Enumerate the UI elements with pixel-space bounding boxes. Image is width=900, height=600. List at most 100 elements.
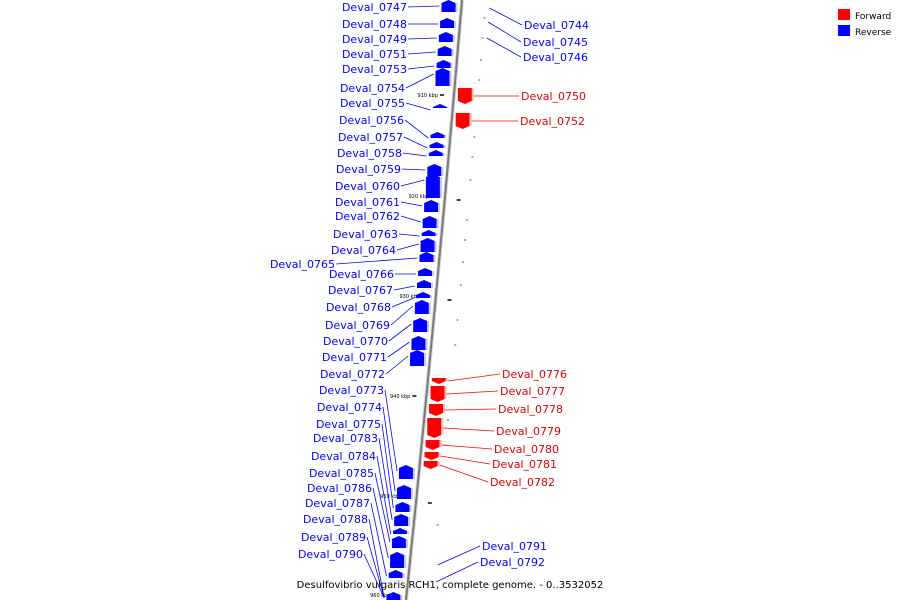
gene-label-deval_0761[interactable]: Deval_0761 bbox=[335, 196, 400, 209]
gene-label-deval_0762[interactable]: Deval_0762 bbox=[335, 210, 400, 223]
leader-line bbox=[403, 136, 428, 149]
gene-label-deval_0756[interactable]: Deval_0756 bbox=[339, 114, 404, 127]
gene-label-deval_0751[interactable]: Deval_0751 bbox=[342, 48, 407, 61]
gene-label-deval_0764[interactable]: Deval_0764 bbox=[331, 244, 396, 257]
leader-line bbox=[489, 7, 523, 26]
gene-label-deval_0776[interactable]: Deval_0776 bbox=[502, 368, 567, 381]
leader-line bbox=[400, 215, 421, 223]
reverse-gene-arrow bbox=[438, 32, 455, 42]
leader-line bbox=[378, 437, 393, 521]
reverse-gene-arrow bbox=[437, 46, 454, 56]
reverse-gene-arrow bbox=[422, 216, 439, 228]
gene-label-deval_0750[interactable]: Deval_0750 bbox=[521, 90, 586, 103]
leader-line bbox=[387, 341, 410, 358]
tick-label: 910 kbp bbox=[418, 93, 438, 99]
gene-label-deval_0773[interactable]: Deval_0773 bbox=[319, 384, 384, 397]
gene-label-deval_0788[interactable]: Deval_0788 bbox=[303, 513, 368, 526]
forward-gene-arrow bbox=[427, 418, 444, 438]
gene-label-deval_0783[interactable]: Deval_0783 bbox=[313, 432, 378, 445]
gene-label-deval_0791[interactable]: Deval_0791 bbox=[482, 540, 547, 553]
gene-label-deval_0759[interactable]: Deval_0759 bbox=[336, 163, 401, 176]
gene-label-deval_0766[interactable]: Deval_0766 bbox=[329, 268, 394, 281]
leader-line bbox=[391, 297, 414, 308]
reverse-gene-arrow bbox=[396, 485, 413, 499]
gene-label-deval_0778[interactable]: Deval_0778 bbox=[498, 403, 563, 416]
gene-label-deval_0745[interactable]: Deval_0745 bbox=[523, 36, 588, 49]
legend-reverse-label: Reverse bbox=[855, 28, 892, 38]
leader-line bbox=[401, 168, 426, 171]
gene-label-deval_0789[interactable]: Deval_0789 bbox=[301, 531, 366, 544]
leader-line bbox=[381, 423, 394, 509]
tick-label: 930 kbp bbox=[399, 294, 419, 300]
gene-label-deval_0774[interactable]: Deval_0774 bbox=[317, 401, 382, 414]
gene-label-deval_0784[interactable]: Deval_0784 bbox=[311, 450, 376, 463]
reverse-gene-arrow bbox=[428, 150, 445, 156]
forward-gene-arrow bbox=[431, 378, 448, 384]
reverse-gene-arrow bbox=[418, 268, 435, 276]
gene-label-deval_0747[interactable]: Deval_0747 bbox=[342, 1, 407, 14]
gene-label-deval_0748[interactable]: Deval_0748 bbox=[342, 18, 407, 31]
gene-label-deval_0782[interactable]: Deval_0782 bbox=[490, 476, 555, 489]
gene-label-deval_0765[interactable]: Deval_0765 bbox=[270, 258, 335, 271]
leader-line bbox=[404, 119, 429, 139]
leader-line bbox=[374, 472, 391, 543]
gene-label-deval_0786[interactable]: Deval_0786 bbox=[307, 482, 372, 495]
forward-gene-arrow bbox=[429, 404, 446, 416]
gene-label-deval_0790[interactable]: Deval_0790 bbox=[298, 548, 363, 561]
reverse-gene-arrow bbox=[427, 164, 444, 176]
leader-line bbox=[372, 487, 389, 559]
gene-label-deval_0744[interactable]: Deval_0744 bbox=[524, 19, 589, 32]
gene-label-deval_0768[interactable]: Deval_0768 bbox=[326, 301, 391, 314]
gene-label-deval_0749[interactable]: Deval_0749 bbox=[342, 33, 407, 46]
gene-label-deval_0752[interactable]: Deval_0752 bbox=[520, 115, 585, 128]
gene-label-deval_0746[interactable]: Deval_0746 bbox=[523, 51, 588, 64]
reverse-gene-arrow bbox=[395, 502, 412, 512]
gene-label-deval_0753[interactable]: Deval_0753 bbox=[342, 63, 407, 76]
leader-line bbox=[382, 406, 396, 492]
reverse-gene-arrow bbox=[416, 280, 433, 288]
gene-label-deval_0777[interactable]: Deval_0777 bbox=[500, 385, 565, 398]
gene-label-deval_0775[interactable]: Deval_0775 bbox=[316, 418, 381, 431]
backbone-layer bbox=[404, 0, 464, 600]
gene-label-deval_0763[interactable]: Deval_0763 bbox=[333, 228, 398, 241]
leader-line bbox=[388, 323, 412, 342]
reverse-gene-arrow bbox=[410, 350, 427, 366]
leader-line bbox=[390, 305, 414, 326]
gene-label-deval_0772[interactable]: Deval_0772 bbox=[320, 368, 385, 381]
reverse-gene-arrow bbox=[414, 300, 431, 314]
leader-line bbox=[335, 257, 418, 265]
gene-labels: Deval_0747 Deval_0748 Deval_0749 Deval_0751… bbox=[270, 1, 589, 569]
tick-label: 950 kbp bbox=[380, 494, 400, 500]
reverse-gene-arrow bbox=[398, 465, 415, 479]
reverse-gene-arrow bbox=[394, 514, 411, 526]
gene-label-deval_0760[interactable]: Deval_0760 bbox=[335, 180, 400, 193]
legend-reverse-swatch bbox=[838, 25, 850, 36]
leader-line bbox=[393, 285, 415, 291]
reverse-gene-arrow bbox=[411, 336, 428, 350]
reverse-gene-arrow bbox=[386, 592, 403, 600]
gene-label-deval_0770[interactable]: Deval_0770 bbox=[323, 335, 388, 348]
reverse-gene-arrow bbox=[424, 200, 441, 212]
gene-label-deval_0780[interactable]: Deval_0780 bbox=[494, 443, 559, 456]
gene-label-deval_0757[interactable]: Deval_0757 bbox=[338, 131, 403, 144]
reverse-gene-arrow bbox=[393, 528, 410, 534]
gene-label-deval_0758[interactable]: Deval_0758 bbox=[337, 147, 402, 160]
gene-label-deval_0781[interactable]: Deval_0781 bbox=[492, 458, 557, 471]
gene-label-deval_0769[interactable]: Deval_0769 bbox=[325, 319, 390, 332]
forward-gene-arrow bbox=[425, 440, 442, 450]
gene-label-deval_0771[interactable]: Deval_0771 bbox=[322, 351, 387, 364]
leader-line bbox=[437, 545, 481, 566]
gene-label-deval_0787[interactable]: Deval_0787 bbox=[305, 497, 370, 510]
leader-line bbox=[407, 5, 440, 8]
reverse-gene-arrow bbox=[441, 0, 458, 12]
reverse-gene-arrow bbox=[421, 230, 438, 236]
gene-label-deval_0779[interactable]: Deval_0779 bbox=[496, 425, 561, 438]
gene-label-deval_0755[interactable]: Deval_0755 bbox=[340, 97, 405, 110]
reverse-gene-arrow bbox=[388, 570, 405, 578]
gene-label-deval_0767[interactable]: Deval_0767 bbox=[328, 284, 393, 297]
tick-label: 960 kbp bbox=[370, 593, 390, 599]
gene-label-deval_0754[interactable]: Deval_0754 bbox=[340, 82, 405, 95]
gene-label-deval_0792[interactable]: Deval_0792 bbox=[480, 556, 545, 569]
gene-label-deval_0785[interactable]: Deval_0785 bbox=[309, 467, 374, 480]
forward-gene-arrow bbox=[455, 113, 472, 129]
